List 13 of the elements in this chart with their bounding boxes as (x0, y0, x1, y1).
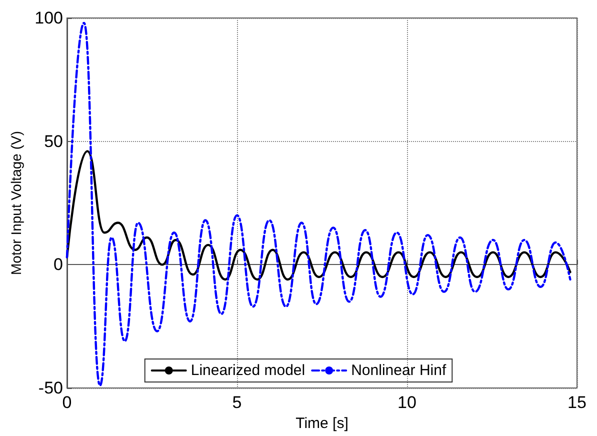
x-axis-title: Time [s] (296, 414, 348, 432)
y-tick-label: 0 (54, 255, 63, 274)
y-tick-label: 50 (44, 132, 63, 151)
line-series (66, 22, 572, 387)
y-axis-title: Motor Input Voltage (V) (8, 131, 24, 275)
y-tick-label: -50 (38, 378, 63, 398)
legend-label: Nonlinear Hinf (351, 362, 447, 379)
x-tick-label: 15 (568, 393, 586, 412)
x-tick-label: 5 (232, 393, 242, 412)
x-tick-label: 10 (398, 393, 416, 412)
line-series (66, 150, 572, 281)
legend-label: Linearized model (190, 362, 306, 379)
y-tick-label: 100 (34, 8, 63, 28)
